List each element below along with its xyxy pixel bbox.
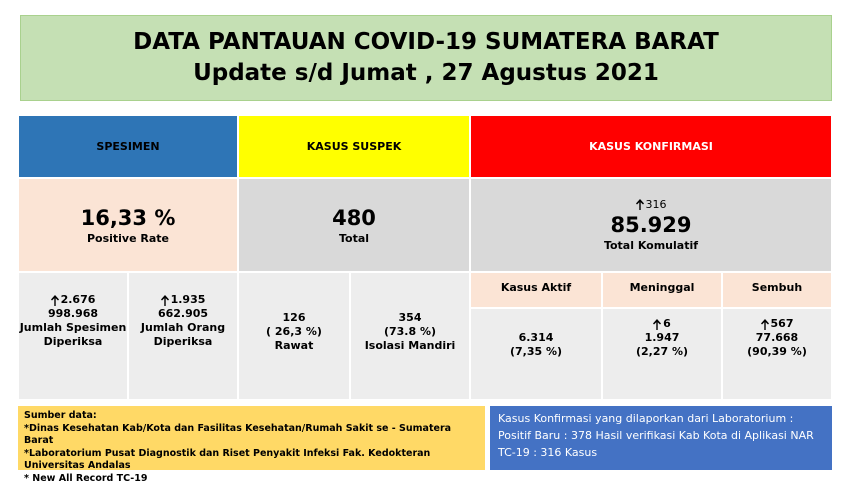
note-box: Kasus Konfirmasi yang dilaporkan dari La…	[490, 406, 832, 470]
arrow-icon	[161, 295, 169, 306]
value: 662.905	[158, 307, 208, 321]
value: 77.668	[756, 331, 798, 345]
increase: 2.676	[51, 293, 96, 307]
source-line: * New All Record TC-19	[24, 473, 479, 485]
arrow-icon	[653, 319, 661, 330]
rate-label: Positive Rate	[87, 232, 169, 246]
source-line: *Dinas Kesehatan Kab/Kota dan Fasilitas …	[24, 423, 479, 448]
subtitle: Update s/d Jumat , 27 Agustus 2021	[193, 58, 659, 89]
value: 998.968	[48, 307, 98, 321]
konfirmasi-header: KASUS KONFIRMASI	[470, 115, 832, 178]
value: 6.314	[519, 331, 554, 345]
spesimen-header: SPESIMEN	[18, 115, 238, 178]
percent: (7,35 %)	[510, 345, 562, 359]
title: DATA PANTAUAN COVID-19 SUMATERA BARAT	[133, 27, 719, 58]
note: Kasus Konfirmasi yang dilaporkan dari La…	[498, 410, 824, 461]
increase-value: 316	[646, 198, 667, 211]
increase-value: 2.676	[61, 293, 96, 307]
spesimen-rate: 16,33 % Positive Rate	[18, 178, 238, 272]
konfirmasi-total: 316 85.929 Total Komulatif	[470, 178, 832, 272]
suspek-detail: 354(73.8 %)Isolasi Mandiri	[350, 272, 470, 400]
increase: 6	[653, 317, 671, 331]
label: Rawat	[275, 339, 314, 353]
percent: ( 26,3 %)	[266, 325, 322, 339]
suspek-header: KASUS SUSPEK	[238, 115, 470, 178]
arrow-icon	[761, 319, 769, 330]
percent: (2,27 %)	[636, 345, 688, 359]
value: 1.947	[645, 331, 680, 345]
increase-value: 1.935	[171, 293, 206, 307]
arrow-icon	[51, 295, 59, 306]
total: 85.929	[610, 211, 691, 239]
total-label: Total Komulatif	[604, 239, 698, 253]
value: 354	[399, 311, 422, 325]
konfirmasi-detail: 6.314(7,35 %)	[470, 308, 602, 400]
suspek-total: 480 Total	[238, 178, 470, 272]
label: Isolasi Mandiri	[365, 339, 456, 353]
konfirmasi-subheader: Sembuh	[722, 272, 832, 308]
total: 480	[332, 204, 376, 232]
value: 126	[283, 311, 306, 325]
rate: 16,33 %	[81, 204, 176, 232]
label: Jumlah Orang Diperiksa	[129, 321, 237, 349]
suspek-detail: 126( 26,3 %)Rawat	[238, 272, 350, 400]
konfirmasi-subheader: Meninggal	[602, 272, 722, 308]
percent: (90,39 %)	[747, 345, 807, 359]
sources-list: *Dinas Kesehatan Kab/Kota dan Fasilitas …	[24, 423, 479, 485]
source-line: *Laboratorium Pusat Diagnostik dan Riset…	[24, 448, 479, 473]
title-box: DATA PANTAUAN COVID-19 SUMATERA BARAT Up…	[20, 15, 832, 101]
increase: 567	[761, 317, 794, 331]
konfirmasi-subheader: Kasus Aktif	[470, 272, 602, 308]
label: SPESIMEN	[96, 140, 159, 154]
label: KASUS KONFIRMASI	[589, 140, 713, 154]
increase-value: 567	[771, 317, 794, 331]
sources-box: Sumber data: *Dinas Kesehatan Kab/Kota d…	[18, 406, 485, 470]
increase: 1.935	[161, 293, 206, 307]
sources-title: Sumber data:	[24, 410, 479, 423]
label: KASUS SUSPEK	[307, 140, 402, 154]
total-label: Total	[339, 232, 369, 246]
increase-value: 6	[663, 317, 671, 331]
arrow-icon	[636, 199, 644, 210]
percent: (73.8 %)	[384, 325, 436, 339]
label: Jumlah Spesimen Diperiksa	[19, 321, 127, 349]
increase: 316	[636, 198, 667, 211]
